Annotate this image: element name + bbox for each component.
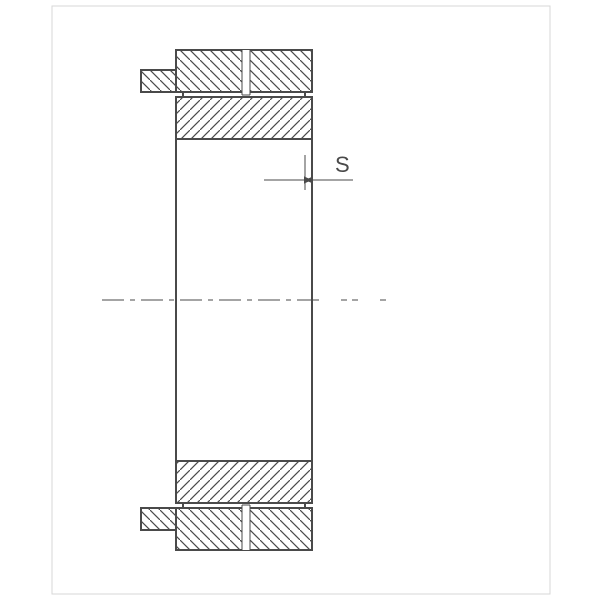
cage-slot-top xyxy=(242,50,250,95)
inner-ring-bot xyxy=(176,461,312,503)
inner-ring-top xyxy=(176,97,312,139)
bearing-cross-section-diagram: S xyxy=(0,0,600,600)
cage-slot-bot xyxy=(242,505,250,550)
outer-flange-top xyxy=(141,70,176,92)
outer-flange-bot xyxy=(141,508,176,530)
dim-label-s: S xyxy=(335,152,350,177)
